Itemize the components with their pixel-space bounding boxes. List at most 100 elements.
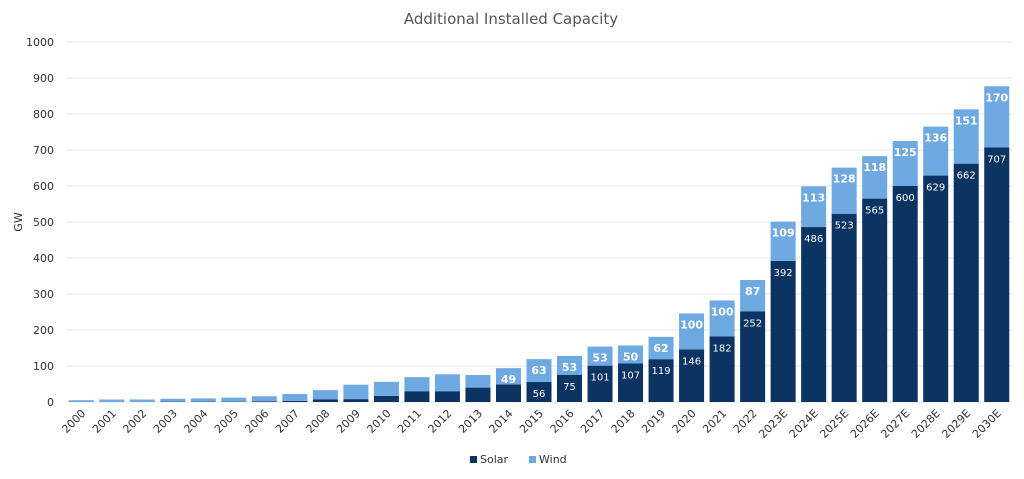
- bars: 49 56 63 75 53 101 53 107 50 119 62 146 100 182 100 252…: [68, 86, 1010, 402]
- bar-wind: [923, 126, 949, 176]
- x-axis-ticks: 2000 2001 2002 2003 2004 2005 2006 2007 2008 2009…: [59, 407, 1004, 441]
- y-tick-label: 600: [33, 180, 54, 193]
- bar-wind: [648, 336, 674, 360]
- x-tick-label: 2017: [578, 407, 607, 436]
- y-tick-label: 400: [33, 252, 54, 265]
- bar-solar: [251, 401, 277, 402]
- data-label-wind: 49: [501, 373, 516, 386]
- x-tick-label: 2006: [242, 407, 271, 436]
- bar-wind: [373, 381, 399, 396]
- data-label-wind: 53: [562, 361, 577, 374]
- bar-solar: [526, 381, 552, 402]
- bar-wind: [68, 400, 94, 402]
- bar-wind: [984, 86, 1010, 148]
- data-label-solar: 523: [835, 221, 854, 232]
- bar-solar: [984, 147, 1010, 402]
- data-label-solar: 119: [652, 366, 671, 377]
- bar-wind: [160, 398, 186, 402]
- data-label-wind: 63: [531, 364, 546, 377]
- bar-wind: [953, 109, 979, 164]
- data-label-wind: 151: [955, 114, 978, 127]
- bar-wind: [587, 346, 613, 366]
- data-label-solar: 662: [957, 171, 976, 182]
- bar-solar: [465, 387, 491, 402]
- y-tick-label: 1000: [26, 36, 54, 49]
- y-tick-label: 300: [33, 288, 54, 301]
- bar-solar: [862, 198, 888, 402]
- chart-title: Additional Installed Capacity: [404, 10, 618, 28]
- x-tick-label: 2024E: [787, 407, 821, 441]
- data-label-solar: 565: [865, 206, 884, 217]
- bar-wind: [282, 394, 308, 401]
- x-tick-label: 2020: [670, 407, 699, 436]
- bar-solar: [495, 384, 521, 402]
- y-tick-label: 900: [33, 72, 54, 85]
- data-label-wind: 136: [924, 132, 947, 145]
- bar-solar: [679, 349, 705, 402]
- bar-wind: [190, 398, 216, 402]
- data-label-solar: 600: [896, 193, 915, 204]
- bar-wind: [312, 390, 338, 400]
- bar-solar: [312, 399, 338, 402]
- legend-label: Solar: [480, 453, 509, 466]
- bar-solar: [953, 163, 979, 402]
- bar-wind: [221, 397, 247, 402]
- data-label-wind: 100: [680, 318, 703, 331]
- x-tick-label: 2025E: [817, 407, 851, 441]
- data-label-wind: 118: [863, 161, 886, 174]
- y-tick-label: 800: [33, 108, 54, 121]
- bar-solar: [404, 391, 430, 402]
- legend-swatch: [470, 456, 477, 463]
- bar-solar: [618, 363, 644, 402]
- x-tick-label: 2028E: [909, 407, 943, 441]
- data-label-solar: 56: [533, 389, 546, 400]
- x-tick-label: 2029E: [939, 407, 973, 441]
- x-tick-label: 2018: [609, 407, 638, 436]
- data-label-solar: 75: [563, 382, 576, 393]
- data-label-wind: 128: [833, 173, 856, 186]
- bar-solar: [770, 260, 796, 402]
- bar-solar: [892, 186, 918, 402]
- bar-wind: [251, 396, 277, 402]
- data-label-solar: 101: [590, 373, 609, 384]
- bar-wind: [831, 167, 857, 214]
- y-axis-label: GW: [12, 212, 25, 232]
- data-label-wind: 50: [623, 350, 639, 363]
- bar-solar: [801, 227, 827, 402]
- x-tick-label: 2000: [59, 407, 88, 436]
- bar-wind: [404, 377, 430, 392]
- x-tick-label: 2021: [700, 407, 729, 436]
- x-tick-label: 2009: [334, 407, 363, 436]
- data-label-solar: 252: [743, 318, 762, 329]
- data-label-wind: 53: [592, 352, 607, 365]
- x-tick-label: 2004: [181, 407, 210, 436]
- bar-solar: [373, 395, 399, 402]
- bar-wind: [99, 399, 125, 402]
- bar-wind: [465, 375, 491, 388]
- bar-wind: [526, 359, 552, 382]
- bar-wind: [557, 355, 583, 375]
- x-tick-label: 2019: [639, 407, 668, 436]
- bar-solar: [557, 375, 583, 402]
- x-tick-label: 2010: [365, 407, 394, 436]
- x-tick-label: 2007: [273, 407, 302, 436]
- x-tick-label: 2001: [90, 407, 119, 436]
- bar-wind: [709, 300, 735, 337]
- bar-wind: [434, 374, 460, 392]
- x-tick-label: 2005: [212, 407, 241, 436]
- y-tick-label: 500: [33, 216, 54, 229]
- data-label-solar: 486: [804, 234, 823, 245]
- x-tick-label: 2003: [151, 407, 180, 436]
- legend: Solar Wind: [470, 453, 567, 466]
- legend-label: Wind: [539, 453, 567, 466]
- x-tick-label: 2012: [426, 407, 455, 436]
- data-label-solar: 629: [926, 183, 945, 194]
- data-label-solar: 182: [713, 343, 732, 354]
- bar-solar: [923, 175, 949, 402]
- bar-solar: [740, 311, 766, 402]
- bar-wind: [892, 141, 918, 186]
- bar-wind: [801, 186, 827, 228]
- bar-wind: [740, 279, 766, 312]
